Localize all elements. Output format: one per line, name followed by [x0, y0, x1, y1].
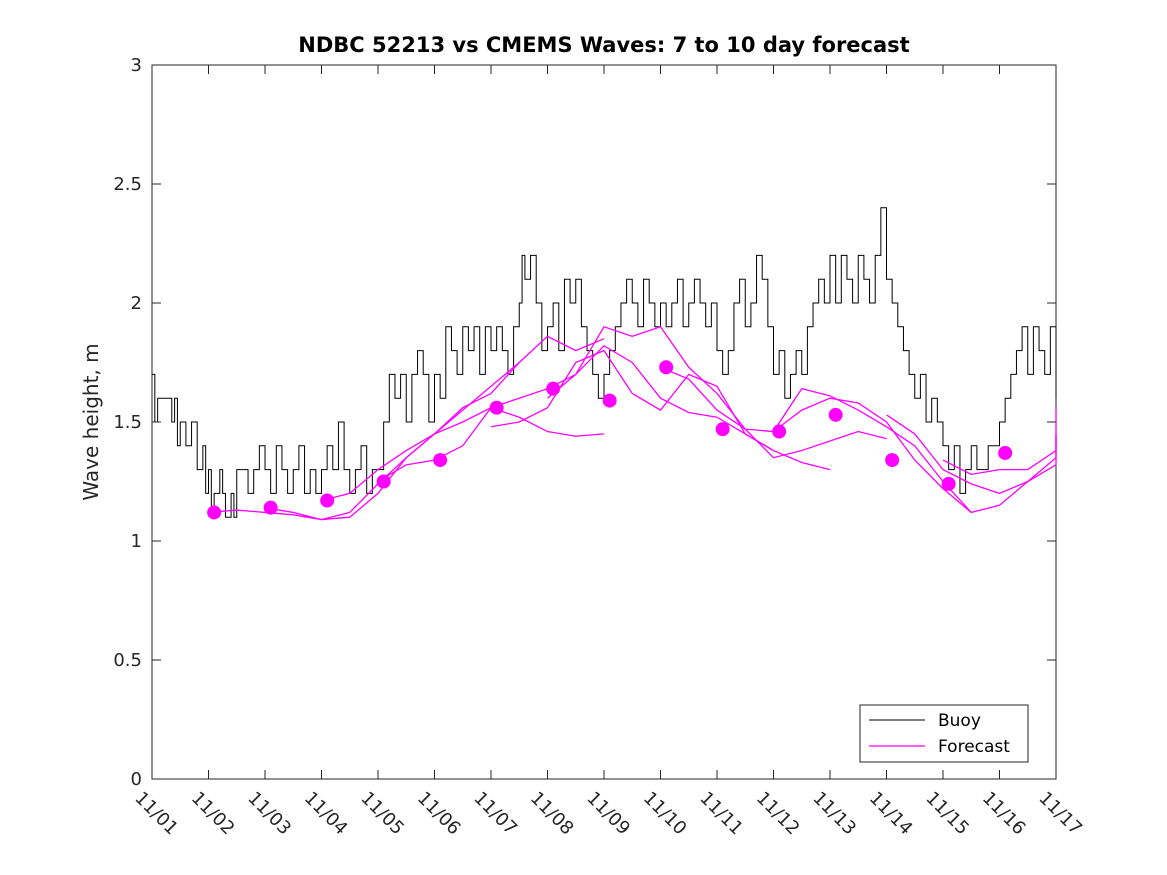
chart-title: NDBC 52213 vs CMEMS Waves: 7 to 10 day f…	[298, 33, 909, 57]
forecast-line-9	[886, 414, 1057, 495]
forecast-marker-15	[998, 445, 1013, 460]
y-tick-label: 1	[131, 531, 142, 552]
forecast-marker-13	[885, 453, 900, 468]
forecast-line-7	[660, 366, 972, 513]
forecast-line-8	[773, 397, 1057, 514]
forecast-marker-11	[772, 424, 787, 439]
forecast-line-3	[321, 335, 605, 502]
forecast-marker-7	[546, 381, 561, 396]
forecast-marker-9	[659, 360, 674, 375]
forecast-marker-2	[263, 500, 278, 515]
y-axis-label: Wave height, m	[79, 343, 103, 500]
forecast-marker-10	[715, 422, 730, 437]
forecast-marker-12	[828, 407, 843, 422]
y-tick-label: 3	[131, 55, 142, 76]
y-tick-label: 2	[131, 293, 142, 314]
y-tick-label: 2.5	[113, 174, 142, 195]
legend-buoy-label: Buoy	[938, 711, 981, 731]
y-tick-label: 1.5	[113, 412, 142, 433]
series-layer	[152, 207, 1057, 521]
marker-layer	[207, 360, 1013, 520]
forecast-marker-1	[207, 505, 222, 520]
forecast-marker-4	[376, 474, 391, 489]
y-tick-label: 0	[131, 769, 142, 790]
axes-box	[151, 64, 1057, 780]
buoy-series-line	[152, 207, 1057, 518]
forecast-line-5	[490, 349, 831, 471]
forecast-line-1	[208, 362, 520, 521]
legend-forecast-label: Forecast	[938, 737, 1010, 757]
forecast-marker-14	[941, 476, 956, 491]
forecast-marker-5	[433, 453, 448, 468]
forecast-marker-3	[320, 493, 335, 508]
legend: Buoy Forecast	[859, 704, 1029, 763]
y-tick-label: 0.5	[113, 650, 142, 671]
forecast-line-6	[547, 326, 887, 459]
forecast-line-10	[942, 433, 1057, 476]
forecast-marker-8	[602, 393, 617, 408]
forecast-marker-6	[489, 400, 504, 415]
legend-box	[859, 704, 1029, 763]
